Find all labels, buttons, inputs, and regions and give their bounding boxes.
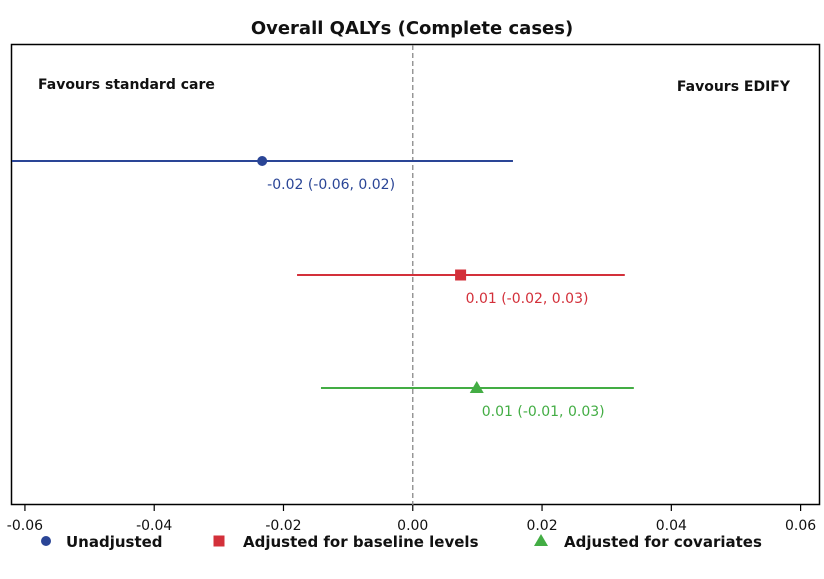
chart-title: Overall QALYs (Complete cases) — [251, 18, 573, 39]
legend-marker-unadjusted — [41, 536, 51, 546]
x-tick-label: 0.06 — [785, 518, 816, 534]
x-tick-label: 0.04 — [656, 518, 687, 534]
series-adjusted-for-covariates: 0.01 (-0.01, 0.03) — [320, 381, 634, 420]
estimate-label-adjusted-for-baseline-levels: 0.01 (-0.02, 0.03) — [466, 291, 589, 307]
legend-marker-adjusted-for-baseline-levels — [213, 535, 225, 547]
legend-label-unadjusted: Unadjusted — [66, 533, 163, 551]
annotation-favours-edify: Favours EDIFY — [677, 79, 791, 95]
series-layer: -0.02 (-0.06, 0.02) 0.01 (-0.02, 0.03) 0.0… — [12, 156, 634, 420]
series-unadjusted: -0.02 (-0.06, 0.02) — [12, 156, 513, 193]
x-tick-label: -0.04 — [136, 518, 172, 534]
legend-marker-adjusted-for-covariates — [534, 534, 548, 546]
estimate-label-adjusted-for-covariates: 0.01 (-0.01, 0.03) — [482, 404, 605, 420]
x-tick-label: -0.06 — [7, 518, 43, 534]
x-tick-label: -0.02 — [265, 518, 301, 534]
point-estimate-adjusted-for-covariates — [469, 381, 484, 393]
plot-frame — [10, 43, 821, 506]
x-tick-label: 0.00 — [397, 518, 428, 534]
legend: Unadjusted Adjusted for baseline levels Ad… — [41, 533, 762, 551]
x-axis: -0.06 -0.04 -0.02 0.00 0.02 0.04 0.06 — [7, 505, 816, 534]
estimate-label-unadjusted: -0.02 (-0.06, 0.02) — [267, 177, 395, 193]
legend-label-adjusted-for-covariates: Adjusted for covariates — [564, 533, 762, 551]
annotation-favours-standard-care: Favours standard care — [38, 77, 215, 93]
series-adjusted-for-baseline-levels: 0.01 (-0.02, 0.03) — [297, 269, 625, 307]
point-estimate-unadjusted — [257, 156, 268, 166]
x-tick-label: 0.02 — [526, 518, 557, 534]
point-estimate-adjusted-for-baseline-levels — [455, 269, 467, 281]
legend-label-adjusted-for-baseline-levels: Adjusted for baseline levels — [243, 533, 479, 551]
